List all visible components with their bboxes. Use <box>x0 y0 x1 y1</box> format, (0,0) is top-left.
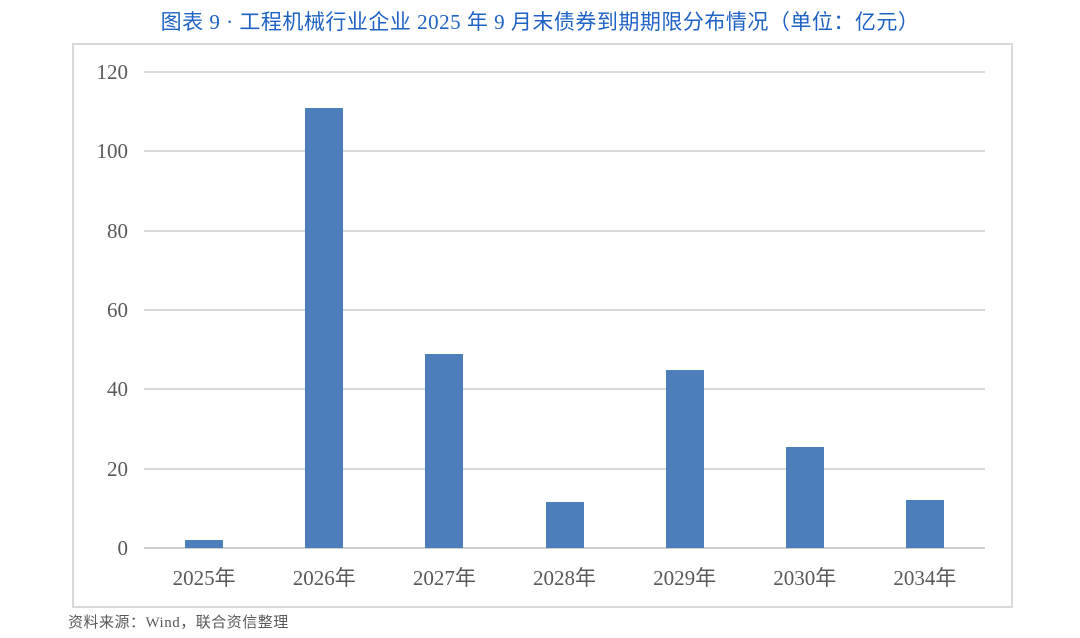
x-tick-label: 2028年 <box>532 566 596 590</box>
source-note: 资料来源：Wind，联合资信整理 <box>68 615 289 631</box>
y-tick-label: 0 <box>117 536 129 560</box>
y-tick-label: 20 <box>107 456 128 481</box>
y-tick-label: 60 <box>107 298 128 322</box>
gridline <box>144 150 985 153</box>
x-tick-label: 2034年 <box>893 566 957 590</box>
y-tick-label: 100 <box>96 139 129 164</box>
bar <box>905 500 944 548</box>
gridline <box>144 309 985 311</box>
y-tick-label: 80 <box>107 218 128 243</box>
bar <box>785 446 824 548</box>
bar <box>305 107 344 548</box>
gridline <box>144 229 985 232</box>
gridline <box>144 467 985 470</box>
x-tick-label: 2027年 <box>412 566 476 590</box>
bar <box>665 369 704 548</box>
x-tick-label: 2025年 <box>172 566 236 590</box>
chart-title: 图表 9 · 工程机械行业企业 2025 年 9 月末债券到期期限分布情况（单位… <box>160 10 920 34</box>
chart-frame: 0 20 40 60 80 100 120 2025年 2026年 2027年 2028年 2029年… <box>72 43 1013 608</box>
bar <box>185 540 224 548</box>
gridline <box>144 71 985 73</box>
x-tick-label: 2026年 <box>292 566 356 590</box>
bar <box>425 353 464 548</box>
x-tick-label: 2029年 <box>653 566 717 590</box>
y-tick-label: 120 <box>96 60 129 84</box>
y-tick-label: 40 <box>107 377 128 402</box>
x-tick-label: 2030年 <box>773 566 837 590</box>
plot-area: 0 20 40 60 80 100 120 2025年 2026年 2027年 2028年 2029年… <box>97 62 985 589</box>
bar <box>545 502 584 548</box>
gridline <box>144 388 985 391</box>
x-axis-line <box>144 547 985 549</box>
